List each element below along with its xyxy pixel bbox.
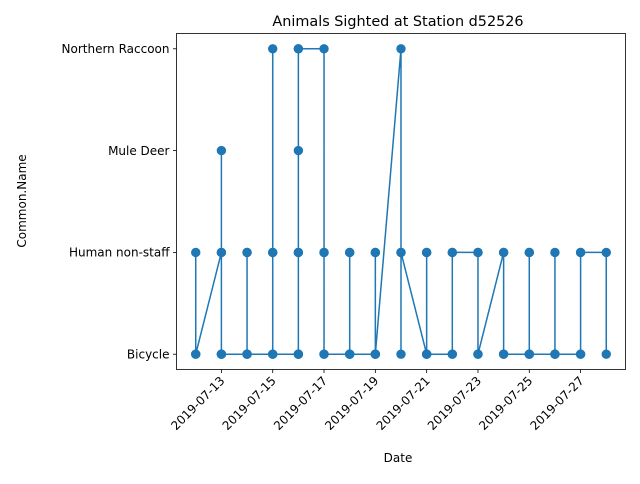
plot-area <box>191 44 611 359</box>
data-point <box>421 247 432 258</box>
data-point <box>396 349 406 359</box>
data-point <box>575 349 586 359</box>
data-point <box>396 44 406 54</box>
data-point <box>319 349 329 359</box>
x-tick-label: 2019-07-19 <box>322 374 381 433</box>
y-tick-label: Mule Deer <box>108 144 169 158</box>
data-point <box>191 247 201 258</box>
data-point <box>396 247 406 258</box>
data-point <box>293 349 304 359</box>
y-tick-label: Bicycle <box>127 348 170 362</box>
data-point <box>216 145 227 156</box>
data-point <box>550 349 560 359</box>
data-point <box>473 349 483 359</box>
axes-frame <box>176 33 626 370</box>
data-point <box>293 247 304 258</box>
data-point <box>242 349 252 359</box>
data-point <box>344 247 355 258</box>
y-axis-label: Common.Name <box>15 154 29 247</box>
data-point <box>344 349 355 359</box>
data-point <box>268 247 278 258</box>
data-point <box>575 247 586 258</box>
data-point <box>293 145 304 156</box>
x-tick-label: 2019-07-17 <box>271 374 330 433</box>
data-point <box>370 349 381 359</box>
data-point <box>319 247 329 258</box>
data-point <box>550 247 560 258</box>
data-point <box>293 44 304 54</box>
data-point <box>447 349 458 359</box>
data-point <box>498 247 509 258</box>
data-point <box>242 247 252 258</box>
data-point <box>524 247 534 258</box>
x-tick-label: 2019-07-25 <box>476 374 535 433</box>
x-axis: 2019-07-132019-07-152019-07-172019-07-19… <box>168 369 587 433</box>
data-point <box>473 247 483 258</box>
data-point <box>268 349 278 359</box>
x-tick-label: 2019-07-27 <box>528 374 587 433</box>
data-point <box>447 247 458 258</box>
x-tick-label: 2019-07-21 <box>374 374 433 433</box>
x-tick-label: 2019-07-23 <box>425 374 484 433</box>
y-tick-label: Human non-staff <box>69 246 170 260</box>
data-point <box>191 349 201 359</box>
data-point <box>216 349 227 359</box>
x-axis-label: Date <box>384 451 413 465</box>
data-point <box>498 349 509 359</box>
data-point <box>421 349 432 359</box>
series-line <box>194 48 608 355</box>
data-point <box>319 44 329 54</box>
x-tick-label: 2019-07-15 <box>220 374 279 433</box>
x-tick-label: 2019-07-13 <box>168 374 227 433</box>
data-point <box>601 247 611 258</box>
y-axis: Bicycle Human non-staff Mule Deer Northern … <box>62 42 177 362</box>
data-point <box>268 44 278 54</box>
data-point <box>216 247 227 258</box>
data-point <box>524 349 534 359</box>
data-point <box>370 247 381 258</box>
data-point <box>601 349 611 359</box>
y-tick-label: Northern Raccoon <box>62 42 170 56</box>
chart-title: Animals Sighted at Station d52526 <box>272 14 523 30</box>
